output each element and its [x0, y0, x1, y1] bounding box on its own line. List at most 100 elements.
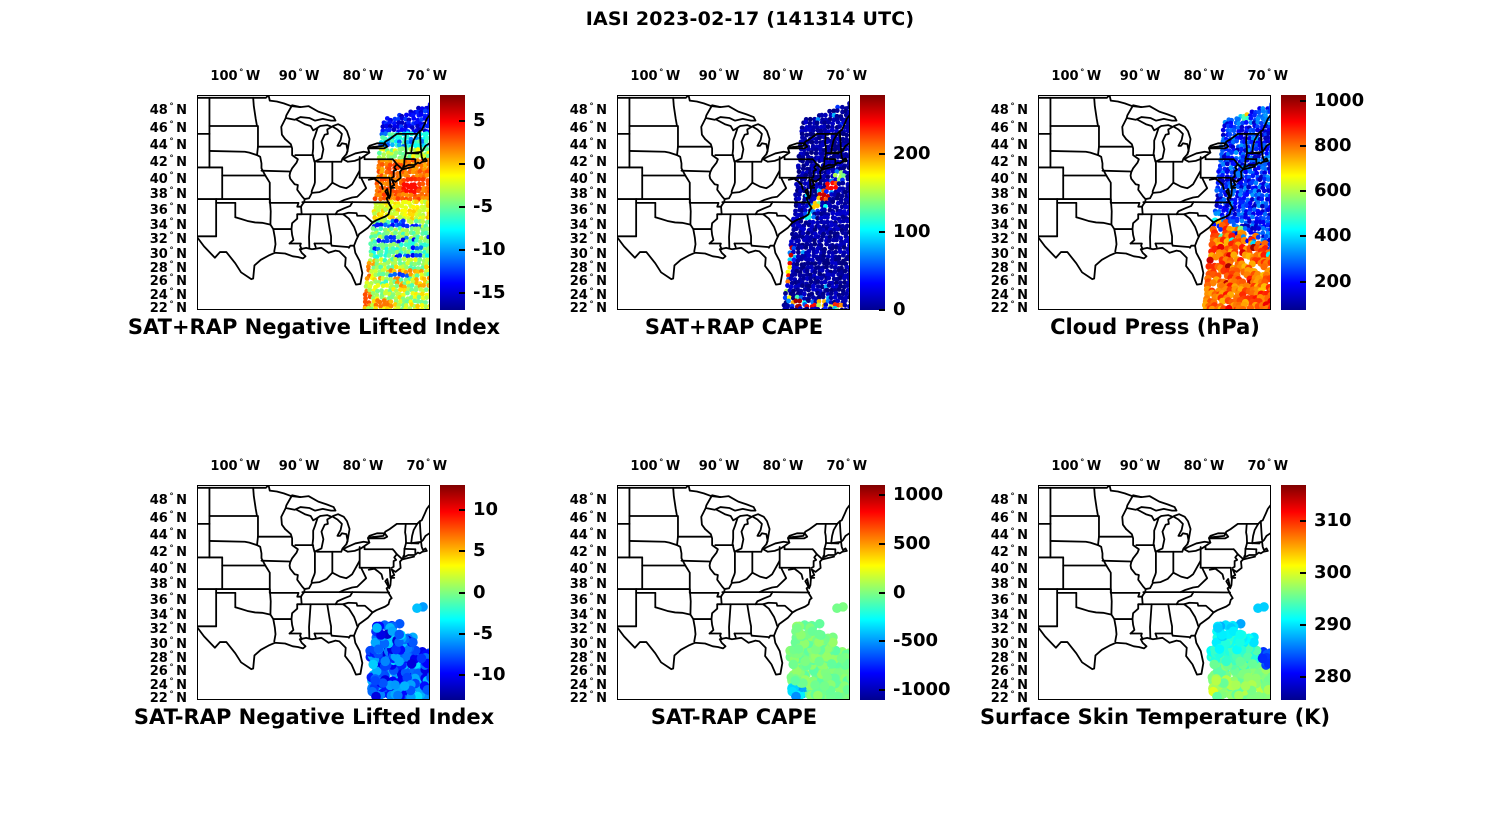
hemisphere-letter: W	[1273, 69, 1289, 84]
hemisphere-letter: N	[176, 274, 187, 290]
degree-symbol: °	[169, 576, 174, 587]
lat-tick-label: 36 ° N	[962, 199, 1028, 218]
tick-number: 70	[826, 459, 845, 474]
lat-tick-label: 22 ° N	[962, 297, 1028, 317]
tick-number: 48	[569, 493, 588, 509]
lat-tick-label: 44 ° N	[541, 524, 607, 543]
degree-symbol: °	[1010, 137, 1015, 148]
lat-tick-label: 40 ° N	[121, 558, 187, 577]
degree-symbol: °	[169, 137, 174, 148]
tick-number: 38	[990, 577, 1009, 593]
degree-symbol: °	[169, 527, 174, 538]
degree-symbol: °	[1010, 300, 1015, 311]
tick-number: 24	[149, 678, 168, 694]
hemisphere-letter: N	[176, 678, 187, 694]
tick-number: 46	[569, 121, 588, 137]
degree-symbol: °	[782, 68, 787, 78]
lat-tick-label: 48 ° N	[541, 489, 607, 509]
colorbar-tick-label: 400	[1314, 225, 1352, 247]
hemisphere-letter: N	[596, 155, 607, 171]
hemisphere-letter: N	[1017, 246, 1028, 262]
tick-number: 36	[569, 202, 588, 218]
degree-symbol: °	[1010, 591, 1015, 602]
colorbar-tick-mark	[1300, 520, 1306, 523]
lat-tick-label: 26 ° N	[541, 660, 607, 679]
colorbar-tick-label: 600	[1314, 180, 1352, 202]
hemisphere-letter: W	[305, 459, 320, 474]
hemisphere-letter: N	[1017, 121, 1028, 137]
lat-tick-label: 28 ° N	[121, 257, 187, 276]
colorbar-tick-label: -15	[473, 281, 506, 303]
degree-symbol: °	[169, 287, 174, 298]
hemisphere-letter: N	[176, 121, 187, 137]
lat-tick-label: 36 ° N	[121, 589, 187, 608]
hemisphere-letter: N	[176, 202, 187, 218]
tick-number: 30	[149, 246, 168, 262]
tick-number: 100	[630, 69, 658, 84]
lat-tick-label: 38 ° N	[541, 183, 607, 203]
colorbar-tick-label: -500	[893, 630, 939, 652]
colorbar-tick-mark	[879, 493, 885, 496]
lat-tick-label: 24 ° N	[962, 284, 1028, 303]
degree-symbol: °	[169, 245, 174, 256]
hemisphere-letter: W	[788, 459, 804, 474]
tick-number: 42	[569, 155, 588, 171]
tick-number: 30	[149, 636, 168, 652]
tick-number: 40	[569, 171, 588, 187]
hemisphere-letter: N	[596, 650, 607, 666]
colorbar-tick-mark	[1300, 572, 1306, 575]
map-canvas	[1038, 95, 1271, 310]
hemisphere-letter: W	[1209, 459, 1225, 474]
colorbar-tick-mark	[879, 152, 885, 155]
degree-symbol: °	[169, 635, 174, 646]
hemisphere-letter: N	[176, 691, 187, 707]
degree-symbol: °	[1139, 68, 1144, 78]
degree-symbol: °	[1010, 635, 1015, 646]
lon-tick-label: 100 ° W	[620, 455, 690, 474]
degree-symbol: °	[589, 216, 594, 227]
colorbar-tick-label: 1000	[893, 483, 944, 505]
tick-number: 26	[990, 664, 1009, 680]
hemisphere-letter: W	[245, 459, 261, 474]
map-canvas	[197, 95, 430, 310]
lon-tick-label: 80 ° W	[1169, 65, 1239, 84]
lat-tick-label: 48 ° N	[541, 99, 607, 118]
hemisphere-letter: N	[596, 592, 607, 608]
degree-symbol: °	[169, 216, 174, 227]
colorbar-tick-label: 0	[473, 581, 486, 603]
hemisphere-letter: N	[596, 622, 607, 638]
colorbar-tick-mark	[1300, 675, 1306, 678]
lat-tick-label: 30 ° N	[962, 633, 1028, 652]
colorbar-gradient	[860, 95, 885, 310]
lat-tick-label: 38 ° N	[962, 183, 1028, 203]
tick-number: 28	[990, 650, 1009, 666]
lat-tick-label: 28 ° N	[962, 647, 1028, 666]
colorbar-tick-mark	[459, 119, 465, 122]
hemisphere-letter: N	[1017, 301, 1028, 317]
hemisphere-letter: N	[176, 561, 187, 577]
degree-symbol: °	[589, 201, 594, 212]
degree-symbol: °	[1010, 677, 1015, 688]
lat-tick-label: 26 ° N	[962, 270, 1028, 289]
lat-tick-label: 40 ° N	[962, 558, 1028, 577]
hemisphere-letter: N	[1017, 187, 1028, 203]
lat-tick-label: 38 ° N	[962, 573, 1028, 593]
hemisphere-letter: N	[596, 260, 607, 276]
degree-symbol: °	[589, 287, 594, 298]
lat-tick-label: 24 ° N	[121, 674, 187, 694]
colorbar-tick-label: -10	[473, 238, 506, 260]
degree-symbol: °	[589, 560, 594, 571]
tick-number: 42	[990, 545, 1009, 561]
tick-number: 100	[630, 459, 658, 474]
tick-number: 22	[149, 301, 168, 317]
degree-symbol: °	[169, 510, 174, 521]
hemisphere-letter: N	[596, 171, 607, 187]
degree-symbol: °	[1010, 273, 1015, 284]
degree-symbol: °	[298, 458, 303, 468]
panel-title-cloud-press: Cloud Press (hPa)	[1050, 315, 1260, 339]
degree-symbol: °	[1010, 102, 1015, 113]
tick-number: 38	[569, 187, 588, 203]
colorbar-tick-label: 310	[1314, 510, 1352, 532]
hemisphere-letter: W	[245, 69, 261, 84]
lon-tick-label: 100 ° W	[200, 65, 270, 84]
